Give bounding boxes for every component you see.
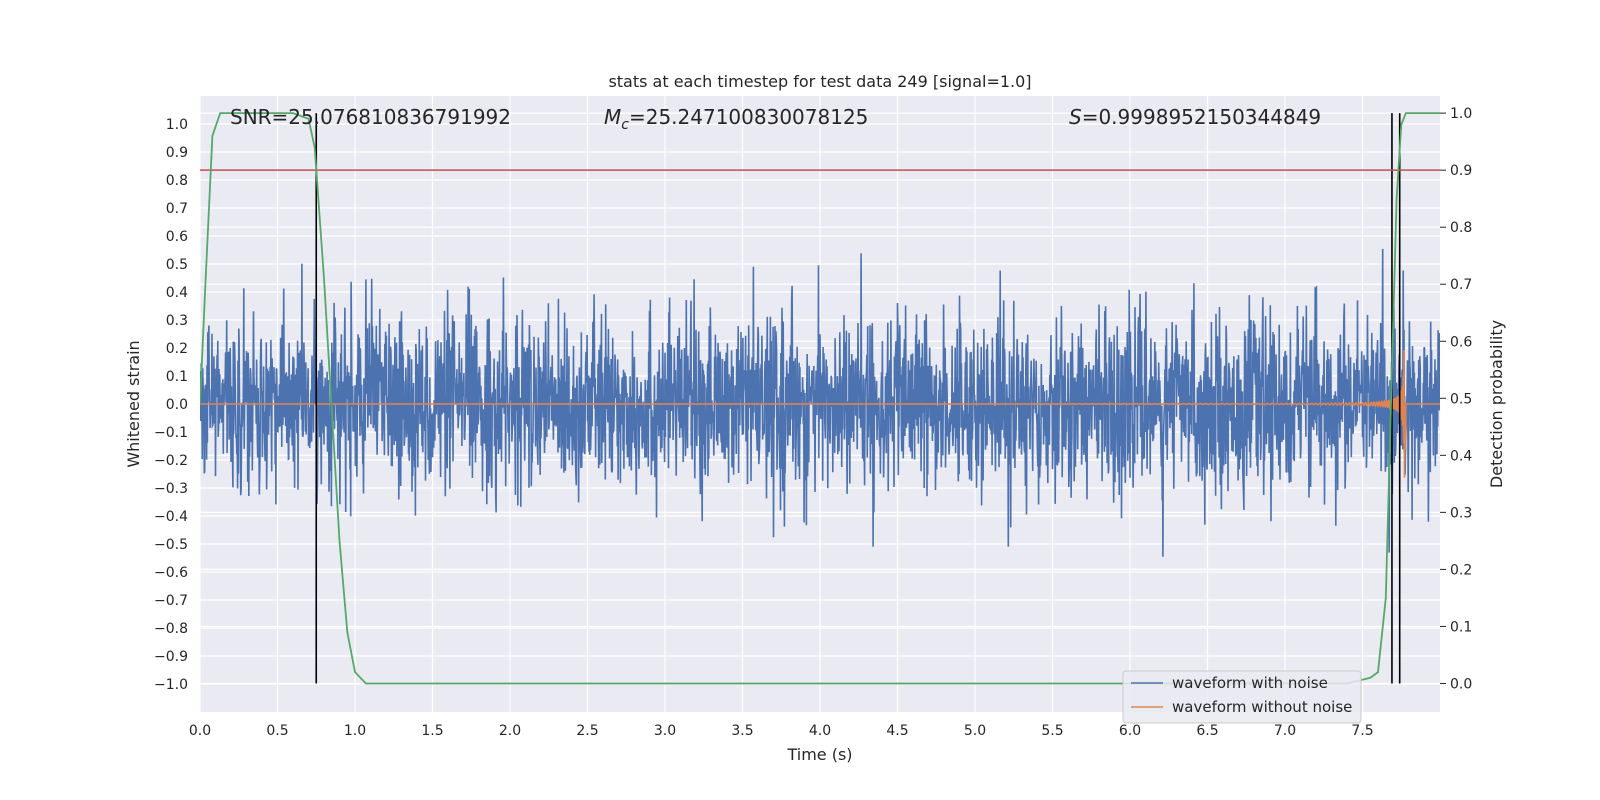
x-tick-label: 0.5: [266, 723, 288, 739]
series-waveform-without-noise: [200, 350, 1440, 478]
legend-label-noise: waveform with noise: [1172, 674, 1328, 692]
x-tick-label: 3.0: [654, 723, 676, 739]
y-tick-label: 1.0: [166, 117, 188, 133]
mc-value: =25.247100830078125: [629, 105, 868, 129]
y-tick-label: −0.6: [154, 565, 188, 581]
mc-symbol: M: [604, 105, 621, 129]
y-tick-label: −0.5: [154, 537, 188, 553]
legend: waveform with noise waveform without noi…: [1122, 670, 1362, 724]
y2-tick-label: 0.3: [1450, 505, 1472, 521]
y-tick-label: 0.5: [166, 257, 188, 273]
y-tick-label: 0.7: [166, 201, 188, 217]
y-tick-label: 0.6: [166, 229, 188, 245]
y-tick-label: 0.8: [166, 173, 188, 189]
y-axis: 1.0 0.9 0.8 0.7 0.6 0.5 0.4 0.3 0.2 0.1 0.0 −0.1 −0.…: [154, 117, 188, 693]
x-tick-label: 2.5: [576, 723, 598, 739]
x-tick-label: 1.0: [344, 723, 366, 739]
x-tick-label: 6.0: [1119, 723, 1141, 739]
legend-label-clean: waveform without noise: [1172, 698, 1352, 716]
series-waveform-with-noise: [200, 248, 1440, 557]
x-tick-label: 7.5: [1351, 723, 1373, 739]
s-symbol: S: [1069, 105, 1082, 129]
y2-tick-label: 0.0: [1450, 676, 1472, 692]
y-tick-label: −0.7: [154, 593, 188, 609]
y-tick-label: 0.0: [166, 397, 188, 413]
series-detection-probability: [200, 112, 1440, 685]
y-tick-label: 0.3: [166, 313, 188, 329]
snr-annotation: SNR=25.076810836791992: [230, 105, 511, 129]
y-tick-label: −0.9: [154, 649, 188, 665]
x-tick-label: 6.5: [1196, 723, 1218, 739]
y-axis-label: Whitened strain: [124, 340, 143, 467]
x-tick-label: 7.0: [1274, 723, 1296, 739]
y2-axis-label: Detection probability: [1487, 320, 1506, 488]
y-tick-label: 0.9: [166, 145, 188, 161]
y2-tick-label: 0.4: [1450, 448, 1472, 464]
mc-annotation: Mc=25.247100830078125: [604, 105, 868, 133]
s-value: =0.9998952150344849: [1082, 105, 1321, 129]
y-tick-label: −0.2: [154, 453, 188, 469]
x-tick-label: 4.5: [886, 723, 908, 739]
y2-tick-label: 0.2: [1450, 562, 1472, 578]
y-tick-label: −0.1: [154, 425, 188, 441]
y2-tick-label: 0.5: [1450, 391, 1472, 407]
x-tick-label: 3.5: [731, 723, 753, 739]
x-tick-label: 2.0: [499, 723, 521, 739]
chart-title: stats at each timestep for test data 249…: [608, 72, 1031, 91]
y-tick-label: −1.0: [154, 677, 188, 693]
y-tick-label: 0.4: [166, 285, 188, 301]
s-annotation: S=0.9998952150344849: [1069, 105, 1321, 129]
x-tick-label: 4.0: [809, 723, 831, 739]
y-tick-label: −0.4: [154, 509, 188, 525]
y2-tick-label: 0.6: [1450, 334, 1472, 350]
y-tick-label: −0.3: [154, 481, 188, 497]
y2-tick-label: 0.8: [1450, 220, 1472, 236]
plot-area: [200, 112, 1440, 685]
x-axis: 0.0 0.5 1.0 1.5 2.0 2.5 3.0 3.5 4.0 4.5 5.0 5.5 6.0 6…: [189, 723, 1374, 739]
x-tick-label: 5.0: [964, 723, 986, 739]
y-tick-label: −0.8: [154, 621, 188, 637]
x-tick-label: 1.5: [421, 723, 443, 739]
y-tick-label: 0.1: [166, 369, 188, 385]
legend-box: [1122, 670, 1362, 724]
y2-tick-label: 0.1: [1450, 619, 1472, 635]
x-tick-label: 5.5: [1041, 723, 1063, 739]
y2-axis: 1.0 0.9 0.8 0.7 0.6 0.5 0.4 0.3 0.2 0.1 0.0: [1440, 106, 1472, 692]
y2-tick-label: 1.0: [1450, 106, 1472, 122]
mc-subscript: c: [621, 117, 629, 133]
x-axis-label: Time (s): [786, 745, 852, 764]
y2-tick-label: 0.9: [1450, 163, 1472, 179]
y2-tick-label: 0.7: [1450, 277, 1472, 293]
y-tick-label: 0.2: [166, 341, 188, 357]
x-tick-label: 0.0: [189, 723, 211, 739]
